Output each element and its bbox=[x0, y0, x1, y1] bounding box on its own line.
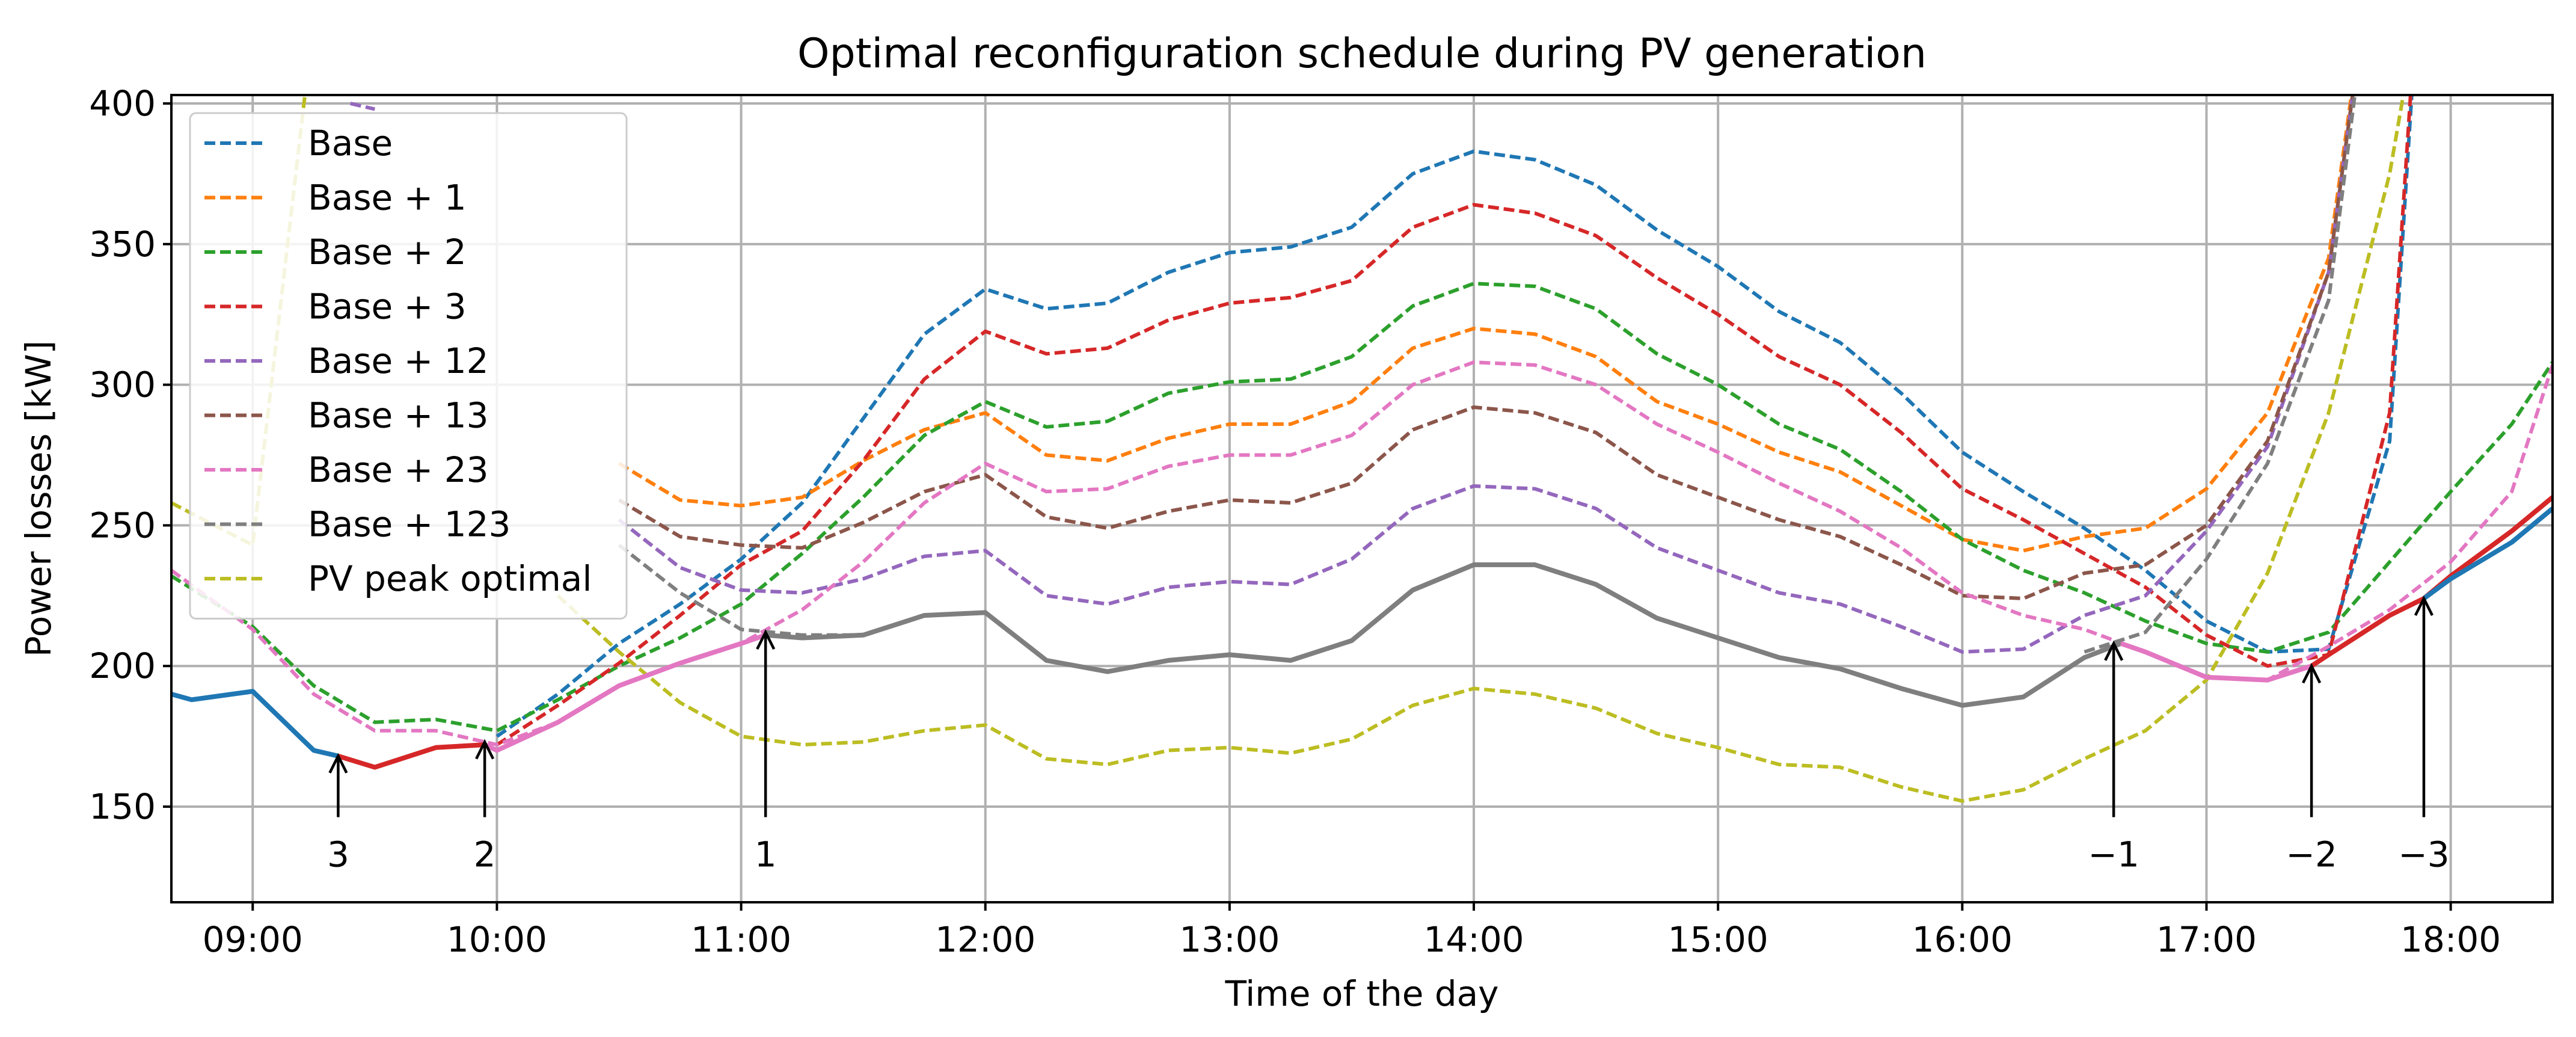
legend-entry: Base + 23 bbox=[308, 449, 489, 490]
legend-entry: Base + 2 bbox=[308, 232, 467, 272]
x-tick-label: 14:00 bbox=[1423, 919, 1524, 960]
legend-entry: Base bbox=[308, 123, 393, 164]
optimal-segment-base bbox=[171, 689, 339, 759]
x-tick-label: 10:00 bbox=[447, 919, 547, 960]
optimal-segment-base-23 bbox=[483, 633, 767, 753]
series-base-13 bbox=[618, 95, 2355, 600]
optimal-segment-base-123 bbox=[765, 562, 2122, 708]
x-tick-label: 17:00 bbox=[2156, 919, 2257, 960]
annotation-arrowhead bbox=[2104, 640, 2124, 661]
annotation-label: 3 bbox=[327, 834, 349, 875]
optimal-segment-base-3 bbox=[337, 742, 485, 770]
series-base-12 bbox=[618, 95, 2355, 654]
y-tick-label: 250 bbox=[89, 505, 156, 546]
legend-entry: Base + 123 bbox=[308, 504, 511, 545]
series-base-123 bbox=[2084, 95, 2357, 654]
annotation-label: 1 bbox=[755, 834, 777, 875]
legend-entry: PV peak optimal bbox=[308, 558, 592, 599]
annotation-label: −1 bbox=[2088, 834, 2139, 875]
annotation-arrowhead bbox=[328, 752, 348, 774]
legend-entry: Base + 12 bbox=[308, 340, 489, 381]
series-base-1 bbox=[618, 95, 2354, 553]
x-tick-label: 09:00 bbox=[203, 919, 303, 960]
annotation-arrowhead bbox=[756, 629, 776, 650]
y-tick-label: 200 bbox=[89, 645, 156, 686]
annotation-arrowhead bbox=[475, 739, 495, 760]
annotation-layer: 3 2 1 −1 −2 −3 bbox=[327, 595, 2450, 875]
y-tick-label: 150 bbox=[89, 786, 156, 827]
y-tick-label: 400 bbox=[89, 83, 156, 124]
x-tick-label: 16:00 bbox=[1912, 919, 2013, 960]
annotation-label: −2 bbox=[2286, 834, 2337, 875]
annotation-arrowhead bbox=[2414, 595, 2433, 617]
series-base-123 bbox=[618, 543, 863, 637]
series-layer bbox=[171, 95, 2553, 803]
legend-entry: Base + 1 bbox=[308, 177, 467, 218]
series-base bbox=[495, 95, 2414, 738]
chart-title: Optimal reconfiguration schedule during … bbox=[797, 30, 1927, 78]
x-tick-label: 13:00 bbox=[1179, 919, 1280, 960]
legend-entry: Base + 13 bbox=[308, 395, 489, 436]
x-tick-label: 18:00 bbox=[2400, 919, 2501, 960]
y-tick-label: 300 bbox=[89, 365, 156, 405]
legend-frame bbox=[189, 112, 628, 620]
legend-entry: Base + 3 bbox=[308, 286, 467, 327]
series-pv-peak-optimal bbox=[556, 95, 2405, 803]
axis-ticks: 09:00 10:00 11:00 12:00 13:00 14:00 15:00 16:00… bbox=[89, 83, 2501, 960]
optimal-segment-base-23-late bbox=[2120, 641, 2313, 683]
series-base-12 bbox=[350, 102, 375, 111]
series-base-3 bbox=[495, 95, 2412, 746]
plot-frame bbox=[170, 94, 2554, 903]
annotation-label: −3 bbox=[2398, 834, 2450, 875]
optimal-segment-base-late bbox=[2422, 506, 2553, 601]
x-tick-label: 12:00 bbox=[935, 919, 1035, 960]
annotation-arrowhead bbox=[2302, 663, 2322, 684]
x-tick-label: 11:00 bbox=[691, 919, 791, 960]
legend: Base Base + 1 Base + 2 Base + 3 Base + 12 Bas… bbox=[189, 112, 628, 620]
annotation-label: 2 bbox=[474, 834, 496, 875]
y-axis-label: Power losses [kW] bbox=[18, 340, 59, 657]
x-tick-label: 15:00 bbox=[1668, 919, 1768, 960]
y-tick-label: 350 bbox=[89, 224, 156, 265]
x-axis-label: Time of the day bbox=[1224, 973, 1498, 1014]
